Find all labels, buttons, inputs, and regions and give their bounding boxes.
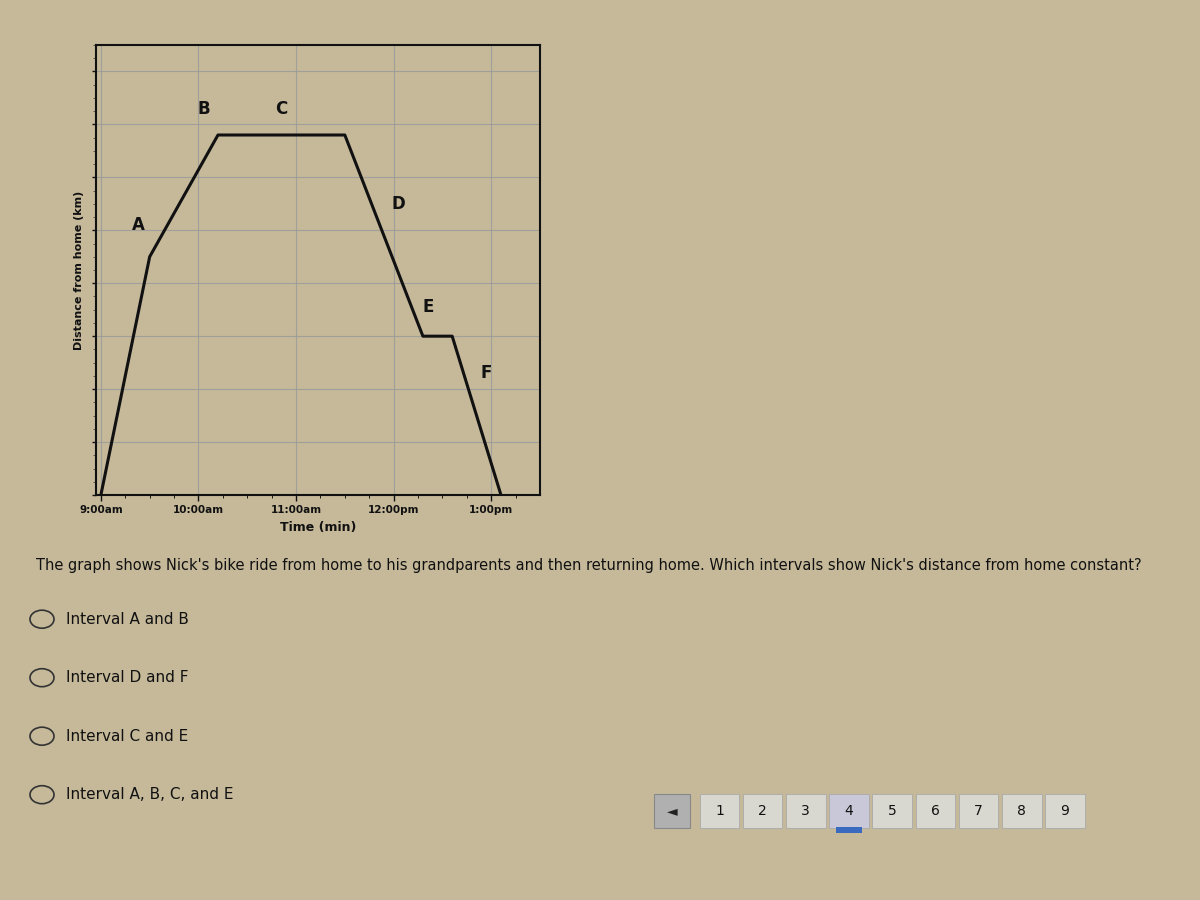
Text: A: A [132,216,144,234]
Text: 4: 4 [845,804,853,818]
Text: 8: 8 [1018,804,1026,818]
Text: 6: 6 [931,804,940,818]
Text: Interval A, B, C, and E: Interval A, B, C, and E [66,788,234,802]
Text: B: B [197,100,210,118]
Text: 7: 7 [974,804,983,818]
X-axis label: Time (min): Time (min) [280,521,356,534]
Text: Interval C and E: Interval C and E [66,729,188,743]
Text: E: E [422,298,433,316]
Text: 1: 1 [715,804,724,818]
Y-axis label: Distance from home (km): Distance from home (km) [74,191,84,349]
Text: 3: 3 [802,804,810,818]
Text: F: F [481,364,492,382]
Text: The graph shows Nick's bike ride from home to his grandparents and then returnin: The graph shows Nick's bike ride from ho… [36,558,1141,573]
Text: Interval D and F: Interval D and F [66,670,188,685]
Text: C: C [275,100,288,118]
Text: 9: 9 [1061,804,1069,818]
Text: 2: 2 [758,804,767,818]
Text: D: D [391,194,406,212]
Text: Interval A and B: Interval A and B [66,612,188,626]
Text: ◄: ◄ [667,804,677,818]
Text: 5: 5 [888,804,896,818]
